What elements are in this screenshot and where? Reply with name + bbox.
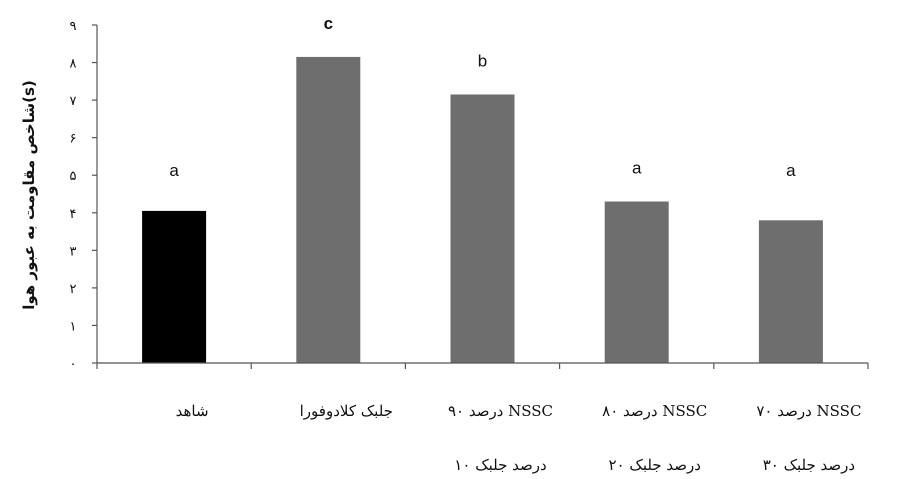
y-tick-label: ۹ (70, 19, 77, 34)
y-tick-label: ۳ (70, 244, 77, 259)
category-label-line2: ۱۰ درصد جلبک (454, 456, 546, 474)
category-label: جلبک کلادوفورا (300, 402, 393, 420)
bar (758, 220, 823, 363)
significance-label: a (632, 159, 642, 178)
y-tick-label: ۸ (70, 57, 77, 72)
y-tick-label: ۶ (70, 132, 77, 147)
y-tick-label: ۱ (70, 319, 77, 334)
bar (296, 56, 361, 364)
category-labels: شاهد جلبک کلادوفورا ۹۰ درصد NSSC ۱۰ درصد جل… (176, 402, 862, 474)
significance-label: a (786, 161, 796, 180)
category-label: شاهد (176, 402, 209, 420)
bars (142, 56, 823, 364)
y-tick-label: ۷ (70, 94, 77, 109)
bar (450, 94, 515, 363)
bar (142, 210, 207, 363)
axes (96, 25, 869, 369)
category-label-line2: ۲۰ درصد جلبک (609, 456, 701, 474)
y-axis-title: شاخص مقاومت به عبور هوا(s) (20, 80, 38, 309)
significance-label: b (478, 51, 487, 70)
category-label: ۸۰ درصد NSSC (602, 402, 707, 420)
y-tick-label: ۴ (70, 207, 77, 222)
category-label: ۷۰ درصد NSSC (756, 402, 861, 420)
y-tick-label: ۲ (70, 282, 77, 297)
significance-label: a (169, 161, 179, 180)
category-label: ۹۰ درصد NSSC (448, 402, 553, 420)
bar (604, 201, 669, 363)
y-tick-label: ۰ (70, 357, 77, 372)
significance-label: c (324, 14, 333, 33)
category-label-line2: ۳۰ درصد جلبک (763, 456, 855, 474)
y-axis-ticks: ۰ ۱ ۲ ۳ ۴ ۵ ۶ ۷ ۸ ۹ (70, 19, 97, 372)
significance-labels: a c b a a (169, 14, 796, 180)
y-tick-label: ۵ (70, 169, 77, 184)
